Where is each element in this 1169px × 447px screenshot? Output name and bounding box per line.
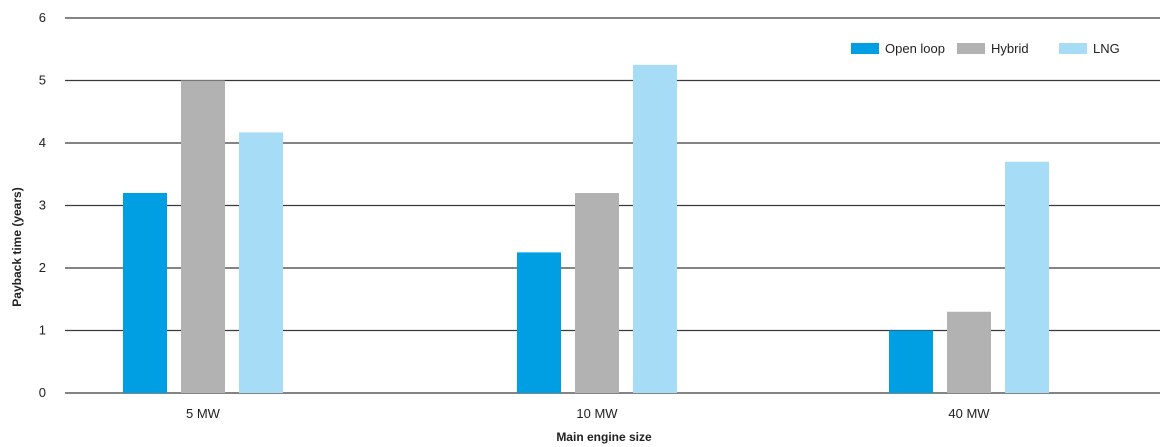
x-axis-title: Main engine size <box>556 430 652 444</box>
y-tick-label: 6 <box>39 10 46 25</box>
bar <box>633 64 677 393</box>
y-tick-label: 0 <box>39 385 46 400</box>
axes: 5 MW 10 MW 40 MW <box>186 406 990 421</box>
legend-swatch <box>851 43 879 54</box>
x-tick-label: 10 MW <box>576 406 618 421</box>
bar <box>575 193 619 393</box>
y-axis-title: Payback time (years) <box>10 187 24 306</box>
y-tick-label: 2 <box>39 260 46 275</box>
bars <box>123 64 1049 393</box>
legend-label: LNG <box>1093 41 1120 56</box>
bar <box>239 132 283 393</box>
x-tick-label: 40 MW <box>948 406 990 421</box>
legend: Open loop Hybrid LNG <box>851 41 1120 56</box>
legend-swatch <box>957 43 985 54</box>
legend-label: Open loop <box>885 41 945 56</box>
bar <box>517 252 561 393</box>
y-tick-label: 3 <box>39 198 46 213</box>
legend-swatch <box>1059 43 1087 54</box>
y-tick-label: 4 <box>39 135 46 150</box>
bar <box>181 80 225 393</box>
bar <box>947 311 991 393</box>
bar <box>1005 161 1049 393</box>
y-tick-label: 1 <box>39 323 46 338</box>
bar <box>889 330 933 393</box>
bar <box>123 193 167 393</box>
y-tick-label: 5 <box>39 73 46 88</box>
legend-label: Hybrid <box>991 41 1029 56</box>
x-tick-label: 5 MW <box>186 406 221 421</box>
